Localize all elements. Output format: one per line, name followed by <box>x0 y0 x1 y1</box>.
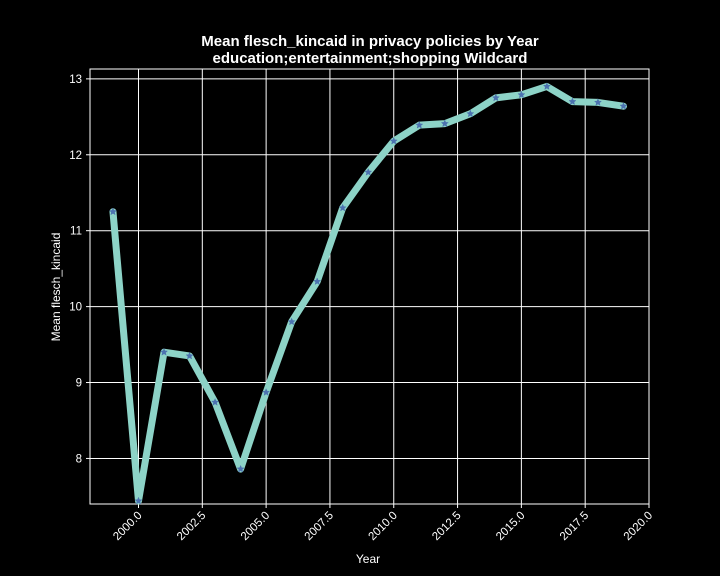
y-tick-label: 13 <box>69 74 82 86</box>
x-tick-label: 2005.0 <box>239 510 272 543</box>
series-group <box>108 82 628 505</box>
x-tick-label: 2002.5 <box>175 510 208 543</box>
x-tick-label: 2007.5 <box>303 510 336 543</box>
data-point-marker <box>287 317 296 326</box>
x-axis-label: Year <box>356 552 380 566</box>
y-tick-label: 11 <box>70 226 82 238</box>
x-tick-label: 2012.5 <box>430 510 463 543</box>
data-point-marker <box>313 277 322 286</box>
y-tick-label: 12 <box>69 150 82 162</box>
data-point-marker <box>211 398 220 406</box>
data-point-marker <box>159 347 169 356</box>
data-point-marker <box>466 109 475 118</box>
data-point-marker <box>236 464 245 473</box>
data-point-marker <box>619 101 628 110</box>
data-point-marker <box>262 388 271 396</box>
data-point-marker <box>491 93 500 102</box>
x-tick-label: 2015.0 <box>494 510 527 543</box>
grid <box>90 69 650 504</box>
x-tick-label: 2017.5 <box>558 510 591 543</box>
y-tick-label: 8 <box>76 453 82 465</box>
data-point-marker <box>108 207 118 216</box>
y-axis-label: Mean flesch_kincaid <box>49 233 63 342</box>
y-axis-ticks: 8 9 10 11 12 13 <box>69 74 90 465</box>
data-point-marker <box>185 351 194 360</box>
x-tick-label: 2010.0 <box>367 510 400 543</box>
data-point-marker <box>338 203 347 212</box>
chart-subtitle: education;entertainment;shopping Wildcar… <box>213 50 528 67</box>
data-point-marker <box>517 90 526 99</box>
plot-frame <box>89 68 650 505</box>
x-axis-ticks: 2000.0 2002.5 2005.0 2007.5 2010.0 2012.5 2015… <box>111 504 655 543</box>
data-point-marker <box>134 496 143 505</box>
data-point-marker <box>364 167 373 176</box>
x-tick-label: 2020.0 <box>622 510 655 543</box>
data-point-marker <box>389 136 398 145</box>
data-point-marker <box>415 120 424 129</box>
y-tick-label: 10 <box>69 302 82 314</box>
series-line <box>109 82 627 505</box>
data-point-marker <box>542 82 551 90</box>
data-point-marker <box>440 119 449 128</box>
x-tick-label: 2000.0 <box>111 510 144 543</box>
chart-title: Mean flesch_kincaid in privacy policies … <box>201 33 539 50</box>
data-point-marker <box>568 97 577 106</box>
y-tick-label: 9 <box>76 378 82 390</box>
data-point-marker <box>593 98 602 106</box>
